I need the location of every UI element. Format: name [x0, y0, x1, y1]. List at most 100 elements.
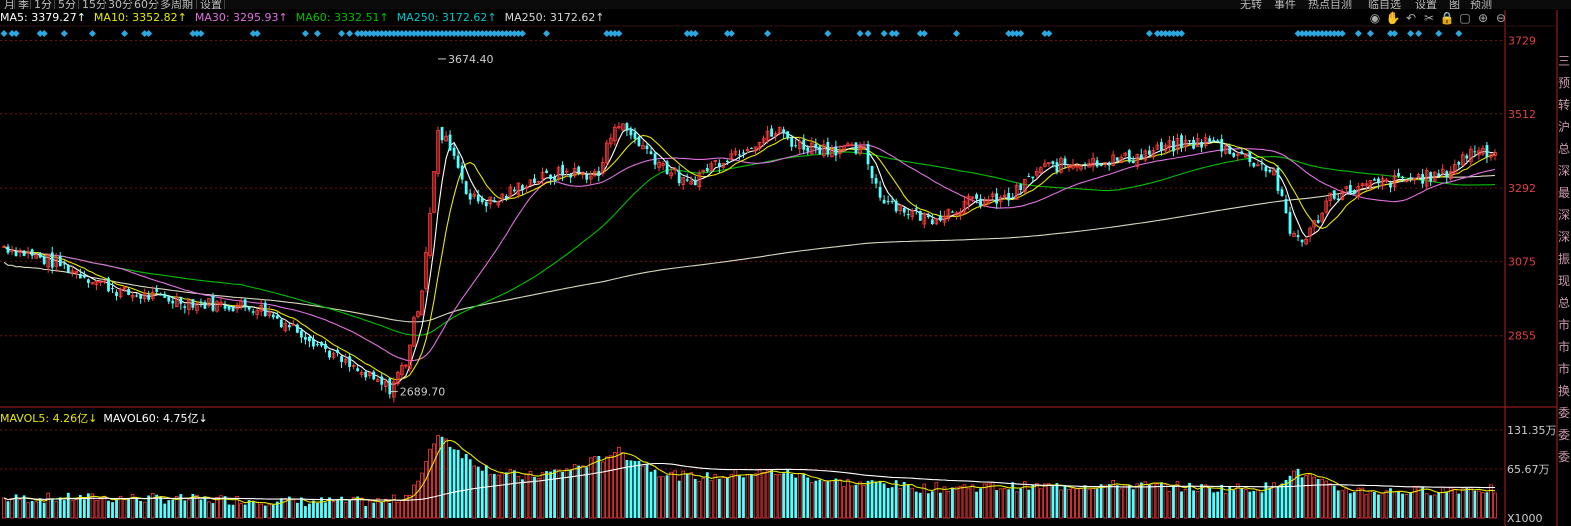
event-marker[interactable]: [362, 30, 370, 37]
event-marker[interactable]: [446, 30, 454, 37]
event-marker[interactable]: [458, 30, 466, 37]
event-marker[interactable]: [864, 30, 872, 37]
event-marker[interactable]: [764, 30, 772, 37]
event-marker[interactable]: [358, 30, 366, 37]
event-marker[interactable]: [1334, 30, 1342, 37]
period-tab[interactable]: 60分: [134, 0, 159, 9]
event-marker[interactable]: [1178, 30, 1186, 37]
event-marker[interactable]: [386, 30, 394, 37]
event-marker[interactable]: [1310, 30, 1318, 37]
zoom-in-icon[interactable]: ⊕: [1477, 11, 1489, 25]
event-marker[interactable]: [1045, 30, 1053, 37]
event-marker[interactable]: [1173, 30, 1181, 37]
event-marker[interactable]: [1330, 30, 1338, 37]
event-marker[interactable]: [494, 30, 502, 37]
event-marker[interactable]: [1145, 30, 1153, 37]
event-marker[interactable]: [506, 30, 514, 37]
lock-icon[interactable]: 🔒: [1439, 11, 1455, 25]
event-marker[interactable]: [607, 30, 615, 37]
event-marker[interactable]: [1386, 30, 1394, 37]
event-marker[interactable]: [1041, 30, 1049, 37]
event-marker[interactable]: [727, 30, 735, 37]
event-marker[interactable]: [824, 30, 832, 37]
event-marker[interactable]: [366, 30, 374, 37]
period-tab[interactable]: 1分: [34, 0, 52, 9]
event-marker[interactable]: [916, 30, 924, 37]
event-marker[interactable]: [880, 30, 888, 37]
event-marker[interactable]: [470, 30, 478, 37]
event-marker[interactable]: [1294, 30, 1302, 37]
event-marker[interactable]: [193, 30, 201, 37]
event-marker[interactable]: [370, 30, 378, 37]
event-marker[interactable]: [856, 30, 864, 37]
zoom-out-icon[interactable]: ⊖: [1495, 11, 1507, 25]
event-marker[interactable]: [438, 30, 446, 37]
event-marker[interactable]: [1298, 30, 1306, 37]
event-marker[interactable]: [1153, 30, 1161, 37]
event-marker[interactable]: [1415, 30, 1423, 37]
event-marker[interactable]: [0, 30, 8, 37]
toolbar-tab[interactable]: 图: [1449, 0, 1460, 9]
event-marker[interactable]: [398, 30, 406, 37]
event-marker[interactable]: [498, 30, 506, 37]
event-marker[interactable]: [1366, 30, 1374, 37]
event-marker[interactable]: [466, 30, 474, 37]
event-marker[interactable]: [1306, 30, 1314, 37]
event-marker[interactable]: [121, 30, 129, 37]
event-marker[interactable]: [402, 30, 410, 37]
event-marker[interactable]: [1326, 30, 1334, 37]
event-marker[interactable]: [691, 30, 699, 37]
event-marker[interactable]: [406, 30, 414, 37]
event-marker[interactable]: [346, 30, 354, 37]
event-marker[interactable]: [354, 30, 362, 37]
event-marker[interactable]: [474, 30, 482, 37]
event-marker[interactable]: [615, 30, 623, 37]
period-tab[interactable]: 5分: [58, 0, 76, 9]
event-marker[interactable]: [1005, 30, 1013, 37]
event-marker[interactable]: [1407, 30, 1415, 37]
event-marker[interactable]: [338, 30, 346, 37]
event-marker[interactable]: [430, 30, 438, 37]
event-marker[interactable]: [888, 30, 896, 37]
event-marker[interactable]: [313, 30, 321, 37]
event-marker[interactable]: [1354, 30, 1362, 37]
event-marker[interactable]: [1302, 30, 1310, 37]
event-marker[interactable]: [390, 30, 398, 37]
event-marker[interactable]: [418, 30, 426, 37]
period-tab[interactable]: 多周期: [160, 0, 193, 9]
event-marker[interactable]: [1161, 30, 1169, 37]
event-marker[interactable]: [249, 30, 257, 37]
event-marker[interactable]: [197, 30, 205, 37]
event-marker[interactable]: [683, 30, 691, 37]
event-marker[interactable]: [1455, 30, 1463, 37]
hand-icon[interactable]: ✋: [1385, 11, 1401, 25]
scissors-icon[interactable]: ✂: [1423, 11, 1435, 25]
period-tab[interactable]: 季: [18, 0, 29, 9]
toolbar-tab[interactable]: 预测: [1470, 0, 1492, 9]
event-marker[interactable]: [374, 30, 382, 37]
event-marker[interactable]: [410, 30, 418, 37]
event-marker[interactable]: [603, 30, 611, 37]
event-marker[interactable]: [414, 30, 422, 37]
event-marker[interactable]: [253, 30, 261, 37]
toolbar-tab[interactable]: 设置: [1415, 0, 1437, 9]
event-marker[interactable]: [382, 30, 390, 37]
event-marker[interactable]: [687, 30, 695, 37]
event-marker[interactable]: [60, 30, 68, 37]
event-marker[interactable]: [450, 30, 458, 37]
event-marker[interactable]: [454, 30, 462, 37]
event-marker[interactable]: [40, 30, 48, 37]
event-marker[interactable]: [301, 30, 309, 37]
period-tab[interactable]: 月: [4, 0, 15, 9]
event-marker[interactable]: [490, 30, 498, 37]
toolbar-tab[interactable]: 临自选: [1368, 0, 1401, 9]
event-marker[interactable]: [478, 30, 486, 37]
period-tab[interactable]: 设置: [200, 0, 222, 9]
event-marker[interactable]: [1314, 30, 1322, 37]
event-marker[interactable]: [1165, 30, 1173, 37]
event-marker[interactable]: [422, 30, 430, 37]
event-marker[interactable]: [1013, 30, 1021, 37]
event-marker[interactable]: [892, 30, 900, 37]
event-marker[interactable]: [462, 30, 470, 37]
event-marker[interactable]: [510, 30, 518, 37]
